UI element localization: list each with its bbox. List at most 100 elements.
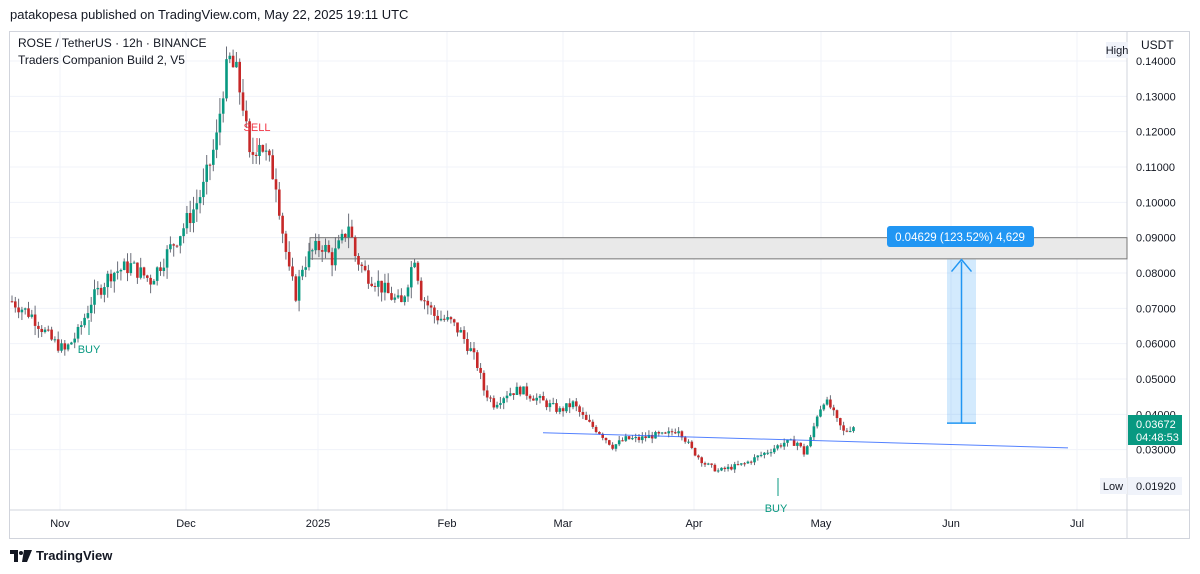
candle-body — [773, 448, 776, 453]
candle-body — [756, 455, 760, 458]
candle-body — [261, 144, 265, 152]
candle-body — [644, 436, 647, 439]
candle-body — [476, 352, 479, 368]
candle-body — [825, 399, 829, 405]
candle-body — [198, 197, 202, 204]
candle-body — [330, 252, 334, 266]
candle-body — [479, 367, 482, 373]
candle-body — [759, 454, 763, 456]
candle-body — [822, 404, 826, 410]
candle-body — [202, 181, 205, 198]
candle-body — [588, 419, 591, 422]
candle-body — [443, 318, 446, 320]
candle-body — [228, 55, 232, 60]
candle-body — [179, 236, 182, 246]
footer-brand[interactable]: TradingView — [10, 548, 112, 563]
candle-body — [733, 464, 736, 470]
tradingview-logo-icon — [10, 549, 32, 562]
x-tick-label: Feb — [438, 518, 457, 530]
candle-body — [50, 329, 53, 340]
candle-body — [723, 467, 727, 470]
candle-body — [159, 267, 162, 272]
candle-body — [93, 289, 96, 305]
candle-body — [373, 285, 377, 287]
candle-body — [146, 275, 149, 278]
candle-body — [631, 438, 634, 440]
candle-body — [565, 403, 568, 412]
candle-body — [287, 251, 291, 267]
candle-body — [763, 452, 766, 455]
candle-body — [248, 121, 251, 153]
candle-body — [221, 98, 225, 114]
candle-body — [370, 283, 373, 286]
candle-body — [311, 250, 314, 252]
candle-body — [489, 397, 492, 399]
x-tick-label: Dec — [176, 518, 196, 530]
y-tick-label: 0.10000 — [1136, 197, 1176, 209]
candle-body — [66, 344, 70, 350]
last-price-badge — [1128, 415, 1182, 445]
y-tick-label: 0.13000 — [1136, 91, 1176, 103]
candle-body — [410, 267, 413, 288]
candle-body — [641, 436, 644, 441]
indicator-legend[interactable]: Traders Companion Build 2, V5 — [18, 53, 185, 67]
low-value: 0.01920 — [1136, 481, 1176, 493]
candle-body — [812, 426, 816, 438]
candle-body — [274, 179, 278, 190]
candle-body — [578, 406, 581, 413]
candle-body — [710, 463, 713, 465]
candle-body — [139, 267, 142, 278]
candle-body — [512, 393, 515, 395]
candle-body — [634, 437, 637, 439]
candle-body — [241, 92, 245, 111]
candle-body — [568, 403, 571, 408]
low-label: Low — [1103, 481, 1123, 493]
candle-body — [499, 403, 502, 405]
candle-body — [99, 287, 103, 295]
candle-body — [439, 318, 443, 321]
candle-body — [129, 263, 133, 274]
candle-body — [472, 348, 476, 353]
candle-body — [278, 189, 281, 216]
candle-body — [14, 301, 17, 308]
candle-body — [284, 233, 288, 252]
candle-body — [314, 240, 317, 251]
candle-body — [205, 164, 208, 182]
candle-body — [20, 309, 24, 313]
candle-body — [674, 432, 677, 434]
candle-body — [43, 329, 47, 333]
candle-body — [122, 261, 126, 270]
candle-body — [76, 326, 80, 339]
candle-body — [680, 431, 684, 438]
candle-body — [776, 445, 779, 449]
candle-body — [367, 270, 370, 284]
candle-body — [344, 233, 347, 238]
candle-body — [231, 55, 235, 68]
candle-body — [212, 149, 215, 165]
currency-label: USDT — [1141, 38, 1174, 52]
candle-body — [377, 280, 380, 287]
candle-body — [720, 467, 723, 471]
candle-body — [469, 348, 472, 351]
x-tick-label: Mar — [554, 518, 573, 530]
candle-body — [155, 267, 159, 281]
candle-body — [621, 440, 624, 442]
candle-body — [740, 463, 743, 465]
candle-body — [627, 436, 631, 440]
y-tick-label: 0.06000 — [1136, 339, 1176, 351]
candle-body — [60, 343, 63, 351]
candle-body — [730, 466, 733, 470]
candle-body — [116, 271, 119, 273]
symbol-legend[interactable]: ROSE / TetherUS · 12h · BINANCE — [18, 36, 207, 50]
candle-body — [47, 329, 50, 331]
y-tick-label: 0.07000 — [1136, 303, 1176, 315]
candle-body — [304, 267, 307, 270]
candle-body — [175, 245, 179, 247]
candle-body — [802, 446, 806, 455]
candle-body — [419, 280, 423, 301]
candle-body — [235, 61, 238, 68]
candle-body — [697, 455, 700, 458]
candle-body — [459, 330, 463, 333]
candle-body — [350, 226, 354, 238]
